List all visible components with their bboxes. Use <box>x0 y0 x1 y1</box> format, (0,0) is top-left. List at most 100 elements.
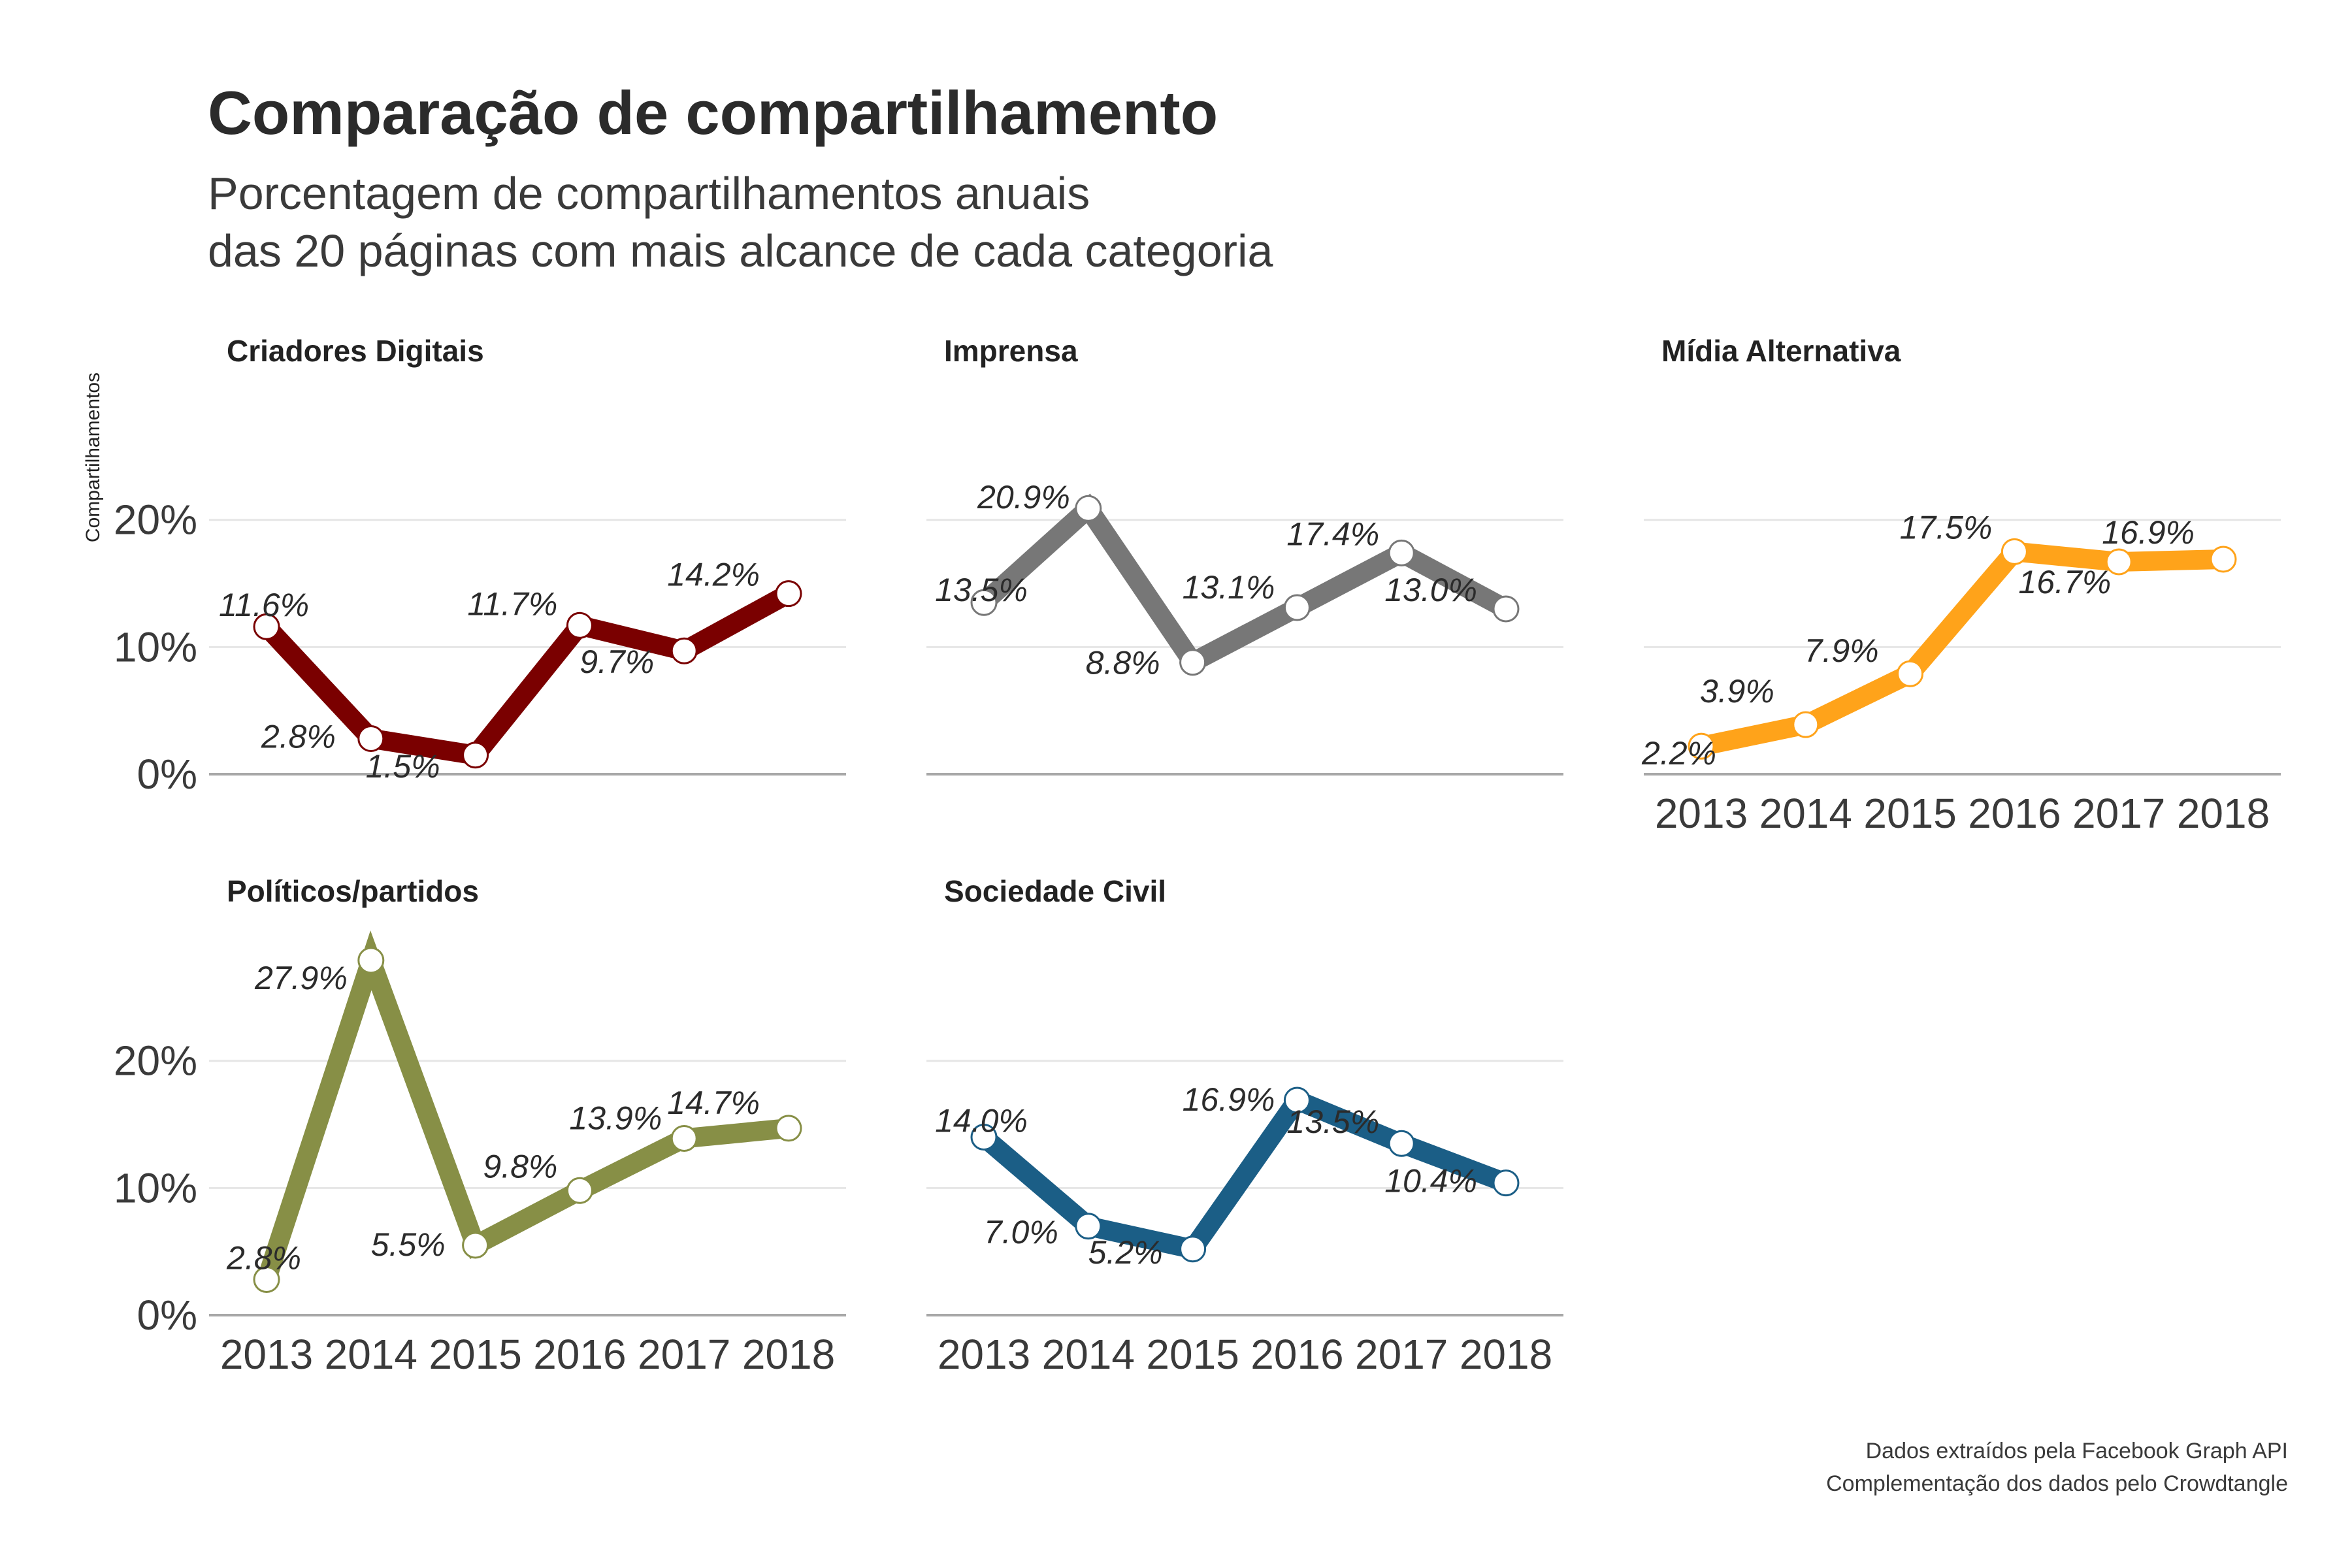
series-line <box>977 493 1511 676</box>
data-label: 11.7% <box>467 585 557 622</box>
y-tick-label: 20% <box>114 1037 197 1085</box>
data-label: 14.0% <box>935 1103 1028 1139</box>
caption-line-1: Dados extraídos pela Facebook Graph API <box>1866 1439 2288 1463</box>
data-point <box>1492 1169 1520 1197</box>
data-label: 27.9% <box>254 960 348 996</box>
data-point <box>566 1177 593 1204</box>
chart-subtitle-line-1: Porcentagem de compartilhamentos anuais <box>208 168 1090 219</box>
data-label: 13.5% <box>935 572 1028 608</box>
x-tick-label: 2015 <box>1146 1331 1239 1378</box>
data-point <box>2210 546 2237 573</box>
data-label: 3.9% <box>1700 673 1774 710</box>
data-point <box>253 1266 280 1293</box>
data-point <box>1388 539 1415 566</box>
data-point <box>670 637 698 664</box>
data-label: 5.2% <box>1088 1234 1163 1271</box>
x-tick-label: 2018 <box>742 1331 835 1378</box>
data-point <box>1388 1130 1415 1157</box>
x-tick-label: 2015 <box>1863 790 1956 837</box>
data-label: 5.5% <box>371 1226 446 1263</box>
data-label: 9.7% <box>580 644 654 680</box>
data-point <box>253 613 280 640</box>
data-point <box>1075 495 1102 522</box>
data-point <box>1897 660 1924 687</box>
x-tick-label: 2013 <box>220 1331 313 1378</box>
data-point <box>1283 1086 1311 1114</box>
x-tick-label: 2016 <box>1250 1331 1343 1378</box>
data-label: 13.5% <box>1286 1103 1379 1140</box>
series-line <box>257 930 790 1283</box>
x-tick-label: 2017 <box>1355 1331 1448 1378</box>
x-tick-label: 2013 <box>1655 790 1748 837</box>
x-tick-label: 2014 <box>1042 1331 1135 1378</box>
x-tick-label: 2014 <box>325 1331 417 1378</box>
data-label: 11.6% <box>219 587 309 623</box>
data-point <box>1492 595 1520 623</box>
panel-imprensa: Imprensa 13.5% 20.9% 8.8% 13.1% 17.4%13.0% <box>926 334 1563 776</box>
panel-politicos-partidos: Políticos/partidos 0% 10% 20% 2.8% 27.9% 5.5% 9… <box>114 874 846 1378</box>
data-label: 2.8% <box>226 1240 301 1277</box>
data-point <box>462 742 489 769</box>
data-point <box>1792 711 1820 738</box>
data-label: 16.9% <box>1183 1081 1275 1118</box>
data-label: 16.7% <box>2018 564 2111 600</box>
data-point <box>357 947 385 974</box>
data-label: 14.7% <box>667 1085 760 1121</box>
x-tick-label: 2018 <box>1460 1331 1552 1378</box>
panel-sociedade-civil: Sociedade Civil 14.0% 7.0% 5.2% 16.9% 13.5%10… <box>926 874 1563 1378</box>
panel-title: Mídia Alternativa <box>1661 334 1901 368</box>
data-point <box>1179 1235 1207 1263</box>
series-line <box>1699 541 2224 756</box>
chart-title: Comparação de compartilhamento <box>208 78 1218 147</box>
data-label: 7.0% <box>984 1214 1058 1250</box>
data-point <box>2105 548 2132 576</box>
panel-title: Sociedade Civil <box>944 874 1166 908</box>
data-point <box>1179 649 1207 676</box>
data-label: 9.8% <box>483 1148 557 1184</box>
panel-midia-alternativa: Mídia Alternativa 2.2% 3.9% 7.9% 17.5% 16.7% 1… <box>1641 334 2281 837</box>
data-label: 13.0% <box>1384 572 1477 608</box>
data-label: 16.9% <box>2102 514 2195 551</box>
data-label: 13.1% <box>1183 569 1275 606</box>
panel-title: Criadores Digitais <box>227 334 484 368</box>
x-tick-label: 2016 <box>533 1331 626 1378</box>
data-label: 7.9% <box>1805 632 1879 669</box>
data-point <box>670 1124 698 1152</box>
data-point <box>462 1232 489 1259</box>
x-tick-label: 2015 <box>429 1331 521 1378</box>
caption-line-2: Complementação dos dados pelo Crowdtangl… <box>1826 1471 2288 1496</box>
data-point <box>1075 1213 1102 1240</box>
x-tick-label: 2014 <box>1759 790 1852 837</box>
x-tick-label: 2017 <box>2072 790 2165 837</box>
data-label: 10.4% <box>1384 1163 1477 1200</box>
data-point <box>2001 538 2028 565</box>
data-label: 13.9% <box>569 1100 662 1136</box>
data-label: 20.9% <box>977 479 1070 515</box>
facet-panels: Compartilhamentos Criadores Digitais 0% 10%… <box>82 334 2281 1378</box>
data-point <box>1283 594 1311 621</box>
panel-title: Imprensa <box>944 334 1078 368</box>
data-label: 14.2% <box>667 557 760 593</box>
y-tick-label: 10% <box>114 623 197 670</box>
x-tick-label: 2016 <box>1968 790 2061 837</box>
data-point <box>775 580 802 608</box>
data-point <box>775 1115 802 1142</box>
panel-criadores-digitais: Criadores Digitais 0% 10% 20% 11.6% 2.8% 1.5% 1… <box>114 334 846 798</box>
series-line <box>977 1088 1510 1260</box>
data-point <box>1688 732 1715 760</box>
data-point <box>566 612 593 639</box>
panel-title: Políticos/partidos <box>227 874 479 908</box>
chart-subtitle-line-2: das 20 páginas com mais alcance de cada … <box>208 225 1273 276</box>
data-label: 1.5% <box>366 748 440 785</box>
series-line <box>259 585 794 766</box>
x-tick-label: 2018 <box>2177 790 2270 837</box>
data-label: 2.8% <box>261 719 336 755</box>
y-tick-label: 20% <box>114 497 197 544</box>
data-point <box>970 1124 998 1151</box>
y-tick-label: 0% <box>137 1292 198 1339</box>
x-tick-label: 2017 <box>638 1331 730 1378</box>
y-axis-title: Compartilhamentos <box>82 372 104 542</box>
data-point <box>357 725 385 752</box>
data-point <box>970 589 998 616</box>
